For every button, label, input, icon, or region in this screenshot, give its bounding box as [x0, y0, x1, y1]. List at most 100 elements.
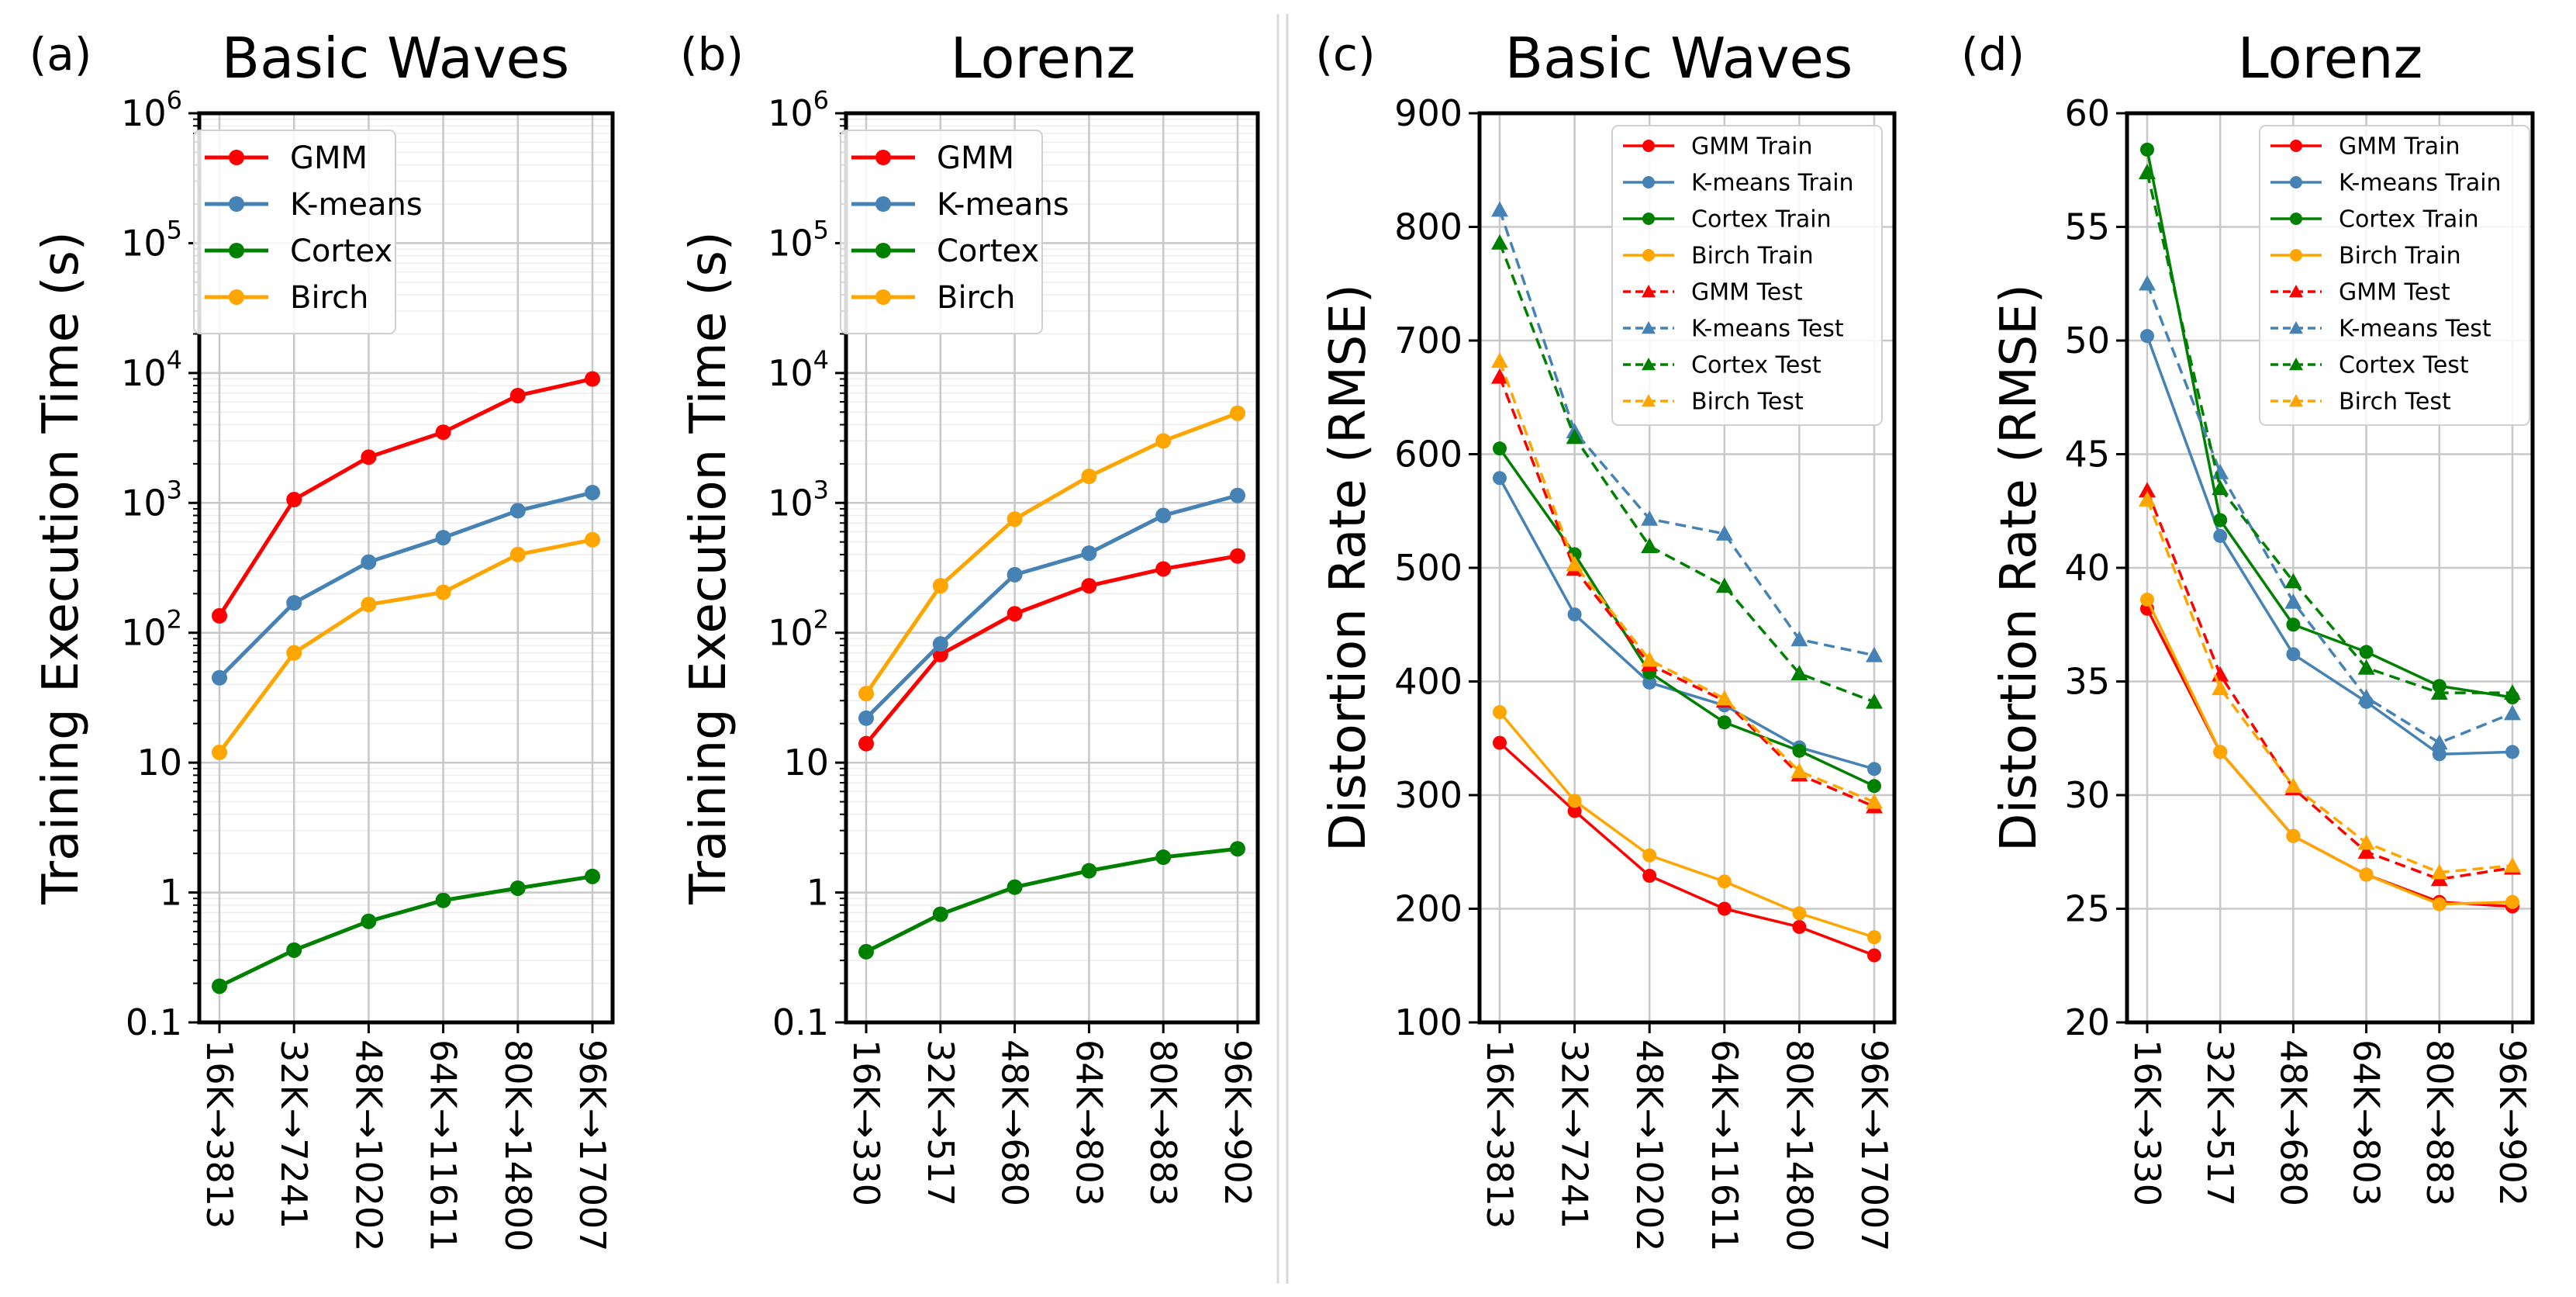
data-point [2212, 680, 2229, 696]
data-point [2140, 329, 2154, 344]
legend-marker [1642, 176, 1655, 188]
chart-title: Lorenz [2238, 26, 2423, 91]
data-point [1715, 690, 1733, 706]
data-point [1866, 793, 1883, 809]
data-point [1230, 487, 1245, 503]
series-line [218, 874, 593, 988]
data-point [1790, 665, 1808, 681]
data-point [212, 607, 227, 624]
data-point [435, 424, 451, 441]
x-tick-label: 64K→11611 [1704, 1039, 1746, 1252]
series-line [1498, 477, 1875, 770]
y-tick-label: 102 [768, 605, 829, 654]
legend-marker [875, 150, 891, 165]
legend-label: Cortex [937, 233, 1039, 269]
data-point [2213, 513, 2228, 527]
y-tick-label: 10 [783, 742, 829, 783]
chart-title: Basic Waves [1505, 26, 1853, 91]
series-gmm [212, 371, 600, 624]
x-tick-label: 96K→902 [2491, 1039, 2533, 1206]
series-line [1498, 742, 1875, 957]
data-point [1493, 705, 1507, 720]
legend-label: K-means Test [1691, 316, 1844, 343]
series-line [2146, 283, 2513, 745]
legend-label: K-means [937, 187, 1069, 223]
data-point [2286, 617, 2301, 632]
data-point [1717, 901, 1732, 916]
series-line [2146, 335, 2513, 756]
series-line [2146, 599, 2513, 906]
series-line [1498, 376, 1875, 808]
y-tick-exponent: 6 [813, 85, 829, 115]
y-tick-label: 105 [121, 215, 182, 264]
data-point [2284, 777, 2302, 794]
legend-label: Birch Test [1691, 389, 1804, 416]
x-tick-label: 16K→3813 [1479, 1039, 1521, 1229]
x-tick-label: 64K→803 [1068, 1039, 1110, 1206]
data-point [1493, 441, 1507, 456]
x-tick-label: 48K→10202 [1628, 1039, 1670, 1252]
legend-label: Cortex Test [1691, 352, 1822, 379]
data-point [1491, 234, 1508, 250]
legend-marker [229, 150, 244, 165]
data-point [2357, 843, 2375, 859]
y-tick-label: 104 [121, 345, 182, 394]
y-tick-base: 10 [768, 482, 813, 524]
series-line [217, 377, 593, 617]
data-point [1567, 794, 1582, 808]
data-point [2139, 164, 2156, 179]
data-point [1230, 548, 1245, 564]
series-cortex [858, 841, 1245, 960]
y-tick-base: 10 [768, 612, 813, 654]
legend-marker [2289, 394, 2303, 407]
y-tick-label: 300 [1394, 774, 1462, 816]
legend-label: K-means Train [1691, 170, 1854, 197]
legend-label: GMM Train [2339, 133, 2460, 161]
y-tick-exponent: 4 [813, 345, 829, 375]
data-point [858, 710, 874, 726]
y-tick-label: 100 [1394, 1001, 1462, 1043]
x-tick-label: 96K→17007 [571, 1039, 613, 1252]
data-point [361, 554, 377, 570]
y-tick-exponent: 2 [167, 605, 182, 635]
y-axis-label: Training Execution Time (s) [33, 231, 90, 905]
y-axis-label: Distortion Rate (RMSE) [1991, 284, 2048, 852]
data-point [1792, 906, 1807, 921]
data-point [1491, 352, 1508, 368]
x-tick-label: 80K→883 [2419, 1039, 2460, 1206]
data-point [2284, 593, 2302, 609]
data-point [212, 744, 227, 760]
series-cortex [212, 868, 600, 994]
data-point [435, 530, 451, 546]
data-point [2213, 528, 2228, 543]
data-point [858, 943, 874, 960]
legend-marker [2290, 213, 2302, 225]
legend-marker [1642, 249, 1655, 261]
legend-marker [2289, 321, 2303, 334]
y-tick-base: 10 [768, 352, 813, 394]
x-tick-label: 64K→803 [2346, 1039, 2388, 1206]
y-tick-exponent: 3 [813, 475, 829, 504]
data-point [932, 906, 948, 922]
x-tick-label: 16K→3813 [199, 1039, 240, 1229]
data-point [2430, 863, 2448, 880]
data-point [2357, 834, 2375, 850]
y-tick-exponent: 5 [813, 215, 829, 244]
data-point [286, 645, 302, 661]
y-tick-base: 10 [121, 222, 167, 264]
legend-marker [2289, 285, 2303, 298]
x-tick-label: 16K→330 [845, 1039, 887, 1206]
y-tick-base: 10 [121, 92, 167, 134]
y-tick-label: 500 [1394, 547, 1462, 589]
data-point [1566, 428, 1583, 444]
series-line [218, 538, 593, 754]
data-point [1007, 606, 1023, 622]
plot-frame [1477, 111, 1897, 1025]
legend-label: GMM Test [1691, 279, 1803, 306]
legend-label: Cortex Test [2339, 352, 2469, 379]
series-line [1498, 242, 1875, 704]
y-axis-label: Distortion Rate (RMSE) [1320, 284, 1377, 852]
y-tick-label: 50 [2064, 320, 2110, 361]
